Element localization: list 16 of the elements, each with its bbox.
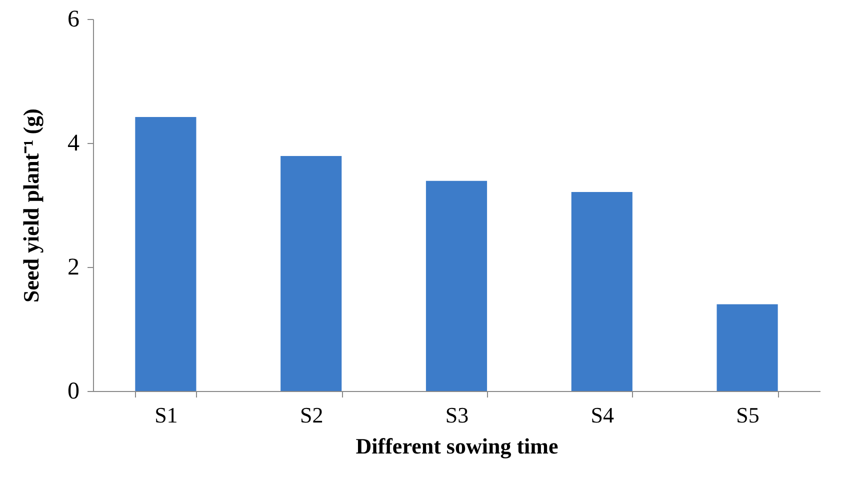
y-axis-title: Seed yield plant⁻¹ (g) [18, 108, 44, 302]
x-axis-title: Different sowing time [356, 434, 558, 458]
bar [426, 180, 488, 391]
x-tick-label: S5 [736, 402, 760, 428]
bar [135, 116, 196, 391]
bar [280, 156, 342, 391]
x-tick-label: S3 [445, 402, 469, 428]
bar [716, 304, 778, 391]
x-tick-label: S2 [300, 402, 324, 428]
x-tick-label: S1 [154, 402, 178, 428]
bar [571, 192, 632, 391]
y-tick-label: 4 [68, 130, 80, 156]
y-tick-label: 0 [68, 378, 80, 404]
y-tick-label: 6 [68, 6, 80, 32]
x-tick-label: S4 [590, 402, 614, 428]
y-tick-label: 2 [68, 254, 80, 280]
